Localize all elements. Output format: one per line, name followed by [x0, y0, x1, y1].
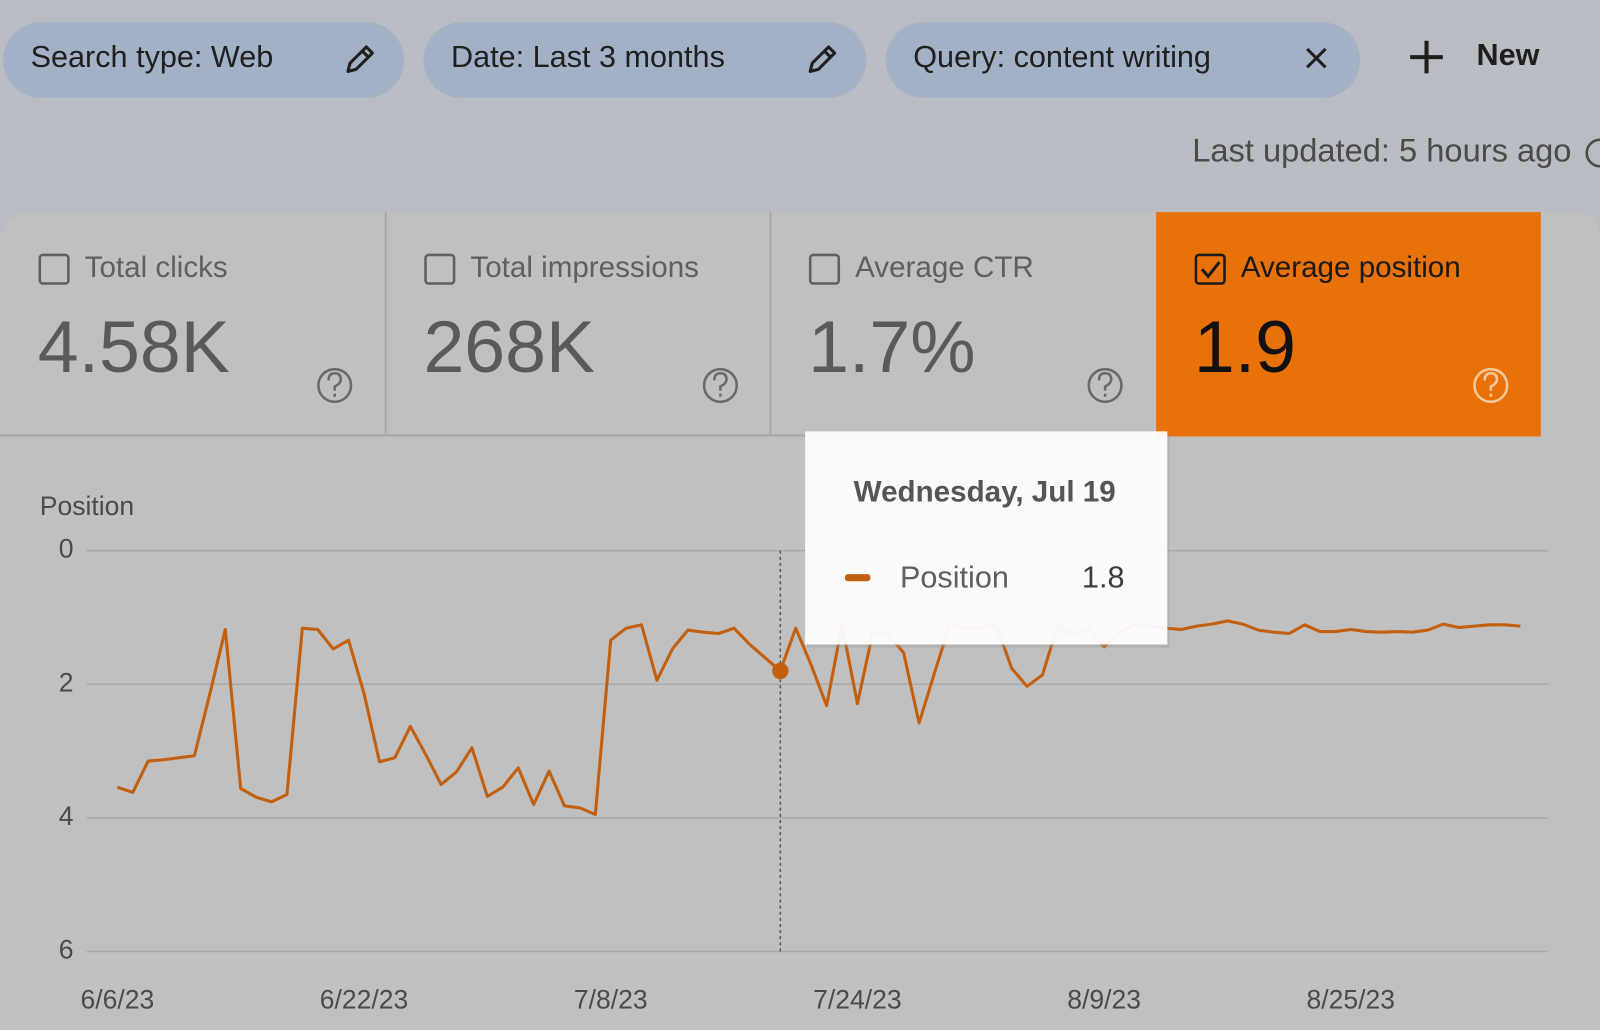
metric-label: Total impressions [470, 251, 699, 284]
x-tick-label: 8/25/23 [1307, 984, 1395, 1014]
chip-background [3, 22, 405, 98]
remove-icon[interactable] [1306, 47, 1327, 69]
y-tick-label: 0 [59, 534, 74, 564]
metric-value: 1.7% [808, 306, 975, 388]
tooltip-box [805, 431, 1168, 645]
y-tick-label: 6 [59, 934, 74, 964]
tooltip-value: 1.8 [1082, 560, 1125, 594]
checkbox[interactable] [38, 253, 70, 285]
new-label: New [1477, 38, 1540, 72]
x-tick-label: 8/9/23 [1067, 984, 1141, 1014]
edit-icon [346, 45, 374, 73]
new-button[interactable]: New [1410, 38, 1540, 74]
filter-chip[interactable]: Search type: Web [3, 22, 405, 98]
metric-card[interactable]: Total impressions 268K [384, 212, 739, 437]
plus-icon [1410, 40, 1443, 74]
x-tick-label: 7/24/23 [813, 984, 901, 1014]
chip-background [885, 22, 1361, 98]
chip-background [423, 22, 867, 98]
chip-label: Date: Last 3 months [451, 40, 725, 74]
help-icon[interactable] [1473, 367, 1509, 404]
x-tick-label: 6/22/23 [320, 984, 408, 1014]
help-icon[interactable] [1585, 138, 1600, 168]
tooltip-series-name: Position [900, 560, 1009, 594]
series-line [116, 619, 1521, 817]
help-icon[interactable] [1087, 367, 1123, 404]
edit-icon [808, 45, 837, 73]
y-tick-label: 4 [59, 801, 74, 831]
filter-chip[interactable]: Query: content writing [885, 22, 1361, 98]
help-glyph [1097, 371, 1113, 397]
metric-card[interactable]: Average position 1.9 [1156, 212, 1541, 437]
checkbox[interactable] [808, 253, 841, 285]
help-glyph [1483, 371, 1499, 397]
last-updated: Last updated: 5 hours ago [1192, 132, 1571, 169]
metric-card[interactable]: Average CTR 1.7% [769, 212, 1123, 437]
help-glyph [713, 371, 728, 397]
checkbox[interactable] [1194, 253, 1226, 285]
y-axis-label: Position [40, 491, 134, 521]
checkmark [1200, 261, 1221, 279]
metric-card[interactable]: Total clicks 4.58K [38, 251, 353, 404]
x-tick-label: 7/8/23 [574, 984, 648, 1014]
help-icon[interactable] [702, 367, 739, 404]
card-highlight [1156, 212, 1541, 437]
metric-value: 4.58K [38, 306, 230, 388]
metric-value: 268K [423, 306, 595, 388]
y-tick-label: 2 [59, 667, 74, 697]
filter-chip[interactable]: Date: Last 3 months [423, 22, 867, 98]
chip-label: Search type: Web [31, 40, 274, 74]
chip-label: Query: content writing [913, 40, 1211, 74]
help-glyph [327, 371, 343, 397]
metric-value: 1.9 [1194, 306, 1296, 388]
tooltip-legend-swatch [844, 574, 871, 582]
tooltip-title: Wednesday, Jul 19 [854, 475, 1116, 508]
hover-point [772, 662, 789, 680]
tooltip: Wednesday, Jul 19 Position 1.8 [805, 431, 1170, 648]
metric-label: Average CTR [855, 251, 1034, 284]
x-tick-label: 6/6/23 [80, 984, 154, 1014]
help-icon[interactable] [317, 367, 353, 404]
checkbox[interactable] [424, 253, 456, 285]
metric-label: Average position [1241, 251, 1461, 284]
metric-label: Total clicks [85, 251, 228, 284]
